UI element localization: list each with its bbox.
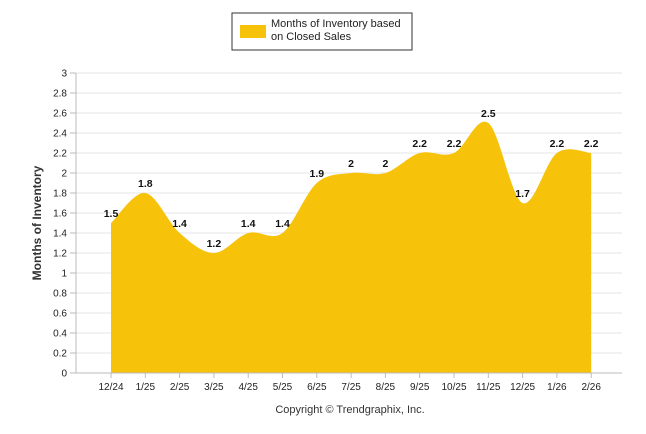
- data-labels: 1.5 1.8 1.4 1.2 1.4 1.4 1.9 2 2 2.2 2.2 2.5 1.7 2.2 2.…: [104, 108, 599, 250]
- x-tick-label: 7/25: [341, 382, 361, 393]
- data-label: 2.2: [412, 138, 427, 150]
- y-tick-label: 2.6: [53, 109, 67, 120]
- data-label: 1.5: [104, 208, 119, 220]
- x-tick-label: 8/25: [376, 382, 396, 393]
- data-label: 1.7: [515, 188, 530, 200]
- data-label: 2: [348, 158, 354, 170]
- data-label: 1.4: [241, 218, 256, 230]
- x-tick-label: 2/26: [581, 382, 601, 393]
- x-tick-label: 6/25: [307, 382, 327, 393]
- y-tick-label: 2: [61, 169, 67, 180]
- data-label: 2.2: [550, 138, 565, 150]
- x-tick-label: 11/25: [476, 382, 501, 393]
- data-label: 2: [382, 158, 388, 170]
- axes: [70, 72, 622, 378]
- data-label: 2.2: [584, 138, 599, 150]
- y-tick-label: 1.6: [53, 209, 67, 220]
- y-tick-label: 0.2: [53, 349, 67, 360]
- x-tick-labels: 12/24 1/25 2/25 3/25 4/25 5/25 6/25 7/25 8/25 9/2…: [98, 382, 601, 393]
- y-tick-label: 1.4: [53, 229, 67, 240]
- data-label: 1.2: [207, 238, 222, 250]
- series-area: [111, 121, 592, 373]
- y-tick-label: 1.2: [53, 249, 67, 260]
- y-tick-label: 3: [61, 69, 67, 80]
- y-tick-label: 0.4: [53, 329, 67, 340]
- x-tick-label: 3/25: [204, 382, 224, 393]
- y-tick-label: 1.8: [53, 189, 67, 200]
- x-tick-label: 1/25: [136, 382, 156, 393]
- x-tick-label: 10/25: [441, 382, 466, 393]
- x-tick-label: 5/25: [273, 382, 293, 393]
- y-tick-labels: 0 0.2 0.4 0.6 0.8 1 1.2 1.4 1.6 1.8 2 2.2 2.4 2.6 2.8 3: [53, 69, 67, 380]
- x-tick-label: 9/25: [410, 382, 430, 393]
- y-tick-label: 0: [61, 369, 67, 380]
- data-label: 1.8: [138, 178, 153, 190]
- copyright-credit: Copyright © Trendgraphix, Inc.: [275, 404, 424, 416]
- y-tick-label: 0.6: [53, 309, 67, 320]
- legend-swatch: [240, 25, 266, 38]
- data-label: 2.2: [447, 138, 462, 150]
- y-tick-label: 2.4: [53, 129, 67, 140]
- legend-label-line2: on Closed Sales: [271, 31, 352, 43]
- data-label: 1.9: [309, 168, 324, 180]
- x-tick-label: 2/25: [170, 382, 190, 393]
- y-tick-label: 2.8: [53, 89, 67, 100]
- y-axis-title: Months of Inventory: [30, 165, 44, 280]
- y-tick-label: 1: [61, 269, 67, 280]
- x-tick-label: 12/24: [98, 382, 123, 393]
- data-label: 1.4: [172, 218, 187, 230]
- data-label: 1.4: [275, 218, 290, 230]
- legend-label-line1: Months of Inventory based: [271, 18, 401, 30]
- x-tick-label: 12/25: [510, 382, 535, 393]
- y-tick-label: 0.8: [53, 289, 67, 300]
- x-tick-label: 1/26: [547, 382, 567, 393]
- x-tick-label: 4/25: [238, 382, 258, 393]
- series-area-layer: [111, 121, 592, 373]
- y-tick-label: 2.2: [53, 149, 67, 160]
- legend[interactable]: Months of Inventory based on Closed Sale…: [231, 12, 413, 51]
- data-label: 2.5: [481, 108, 496, 120]
